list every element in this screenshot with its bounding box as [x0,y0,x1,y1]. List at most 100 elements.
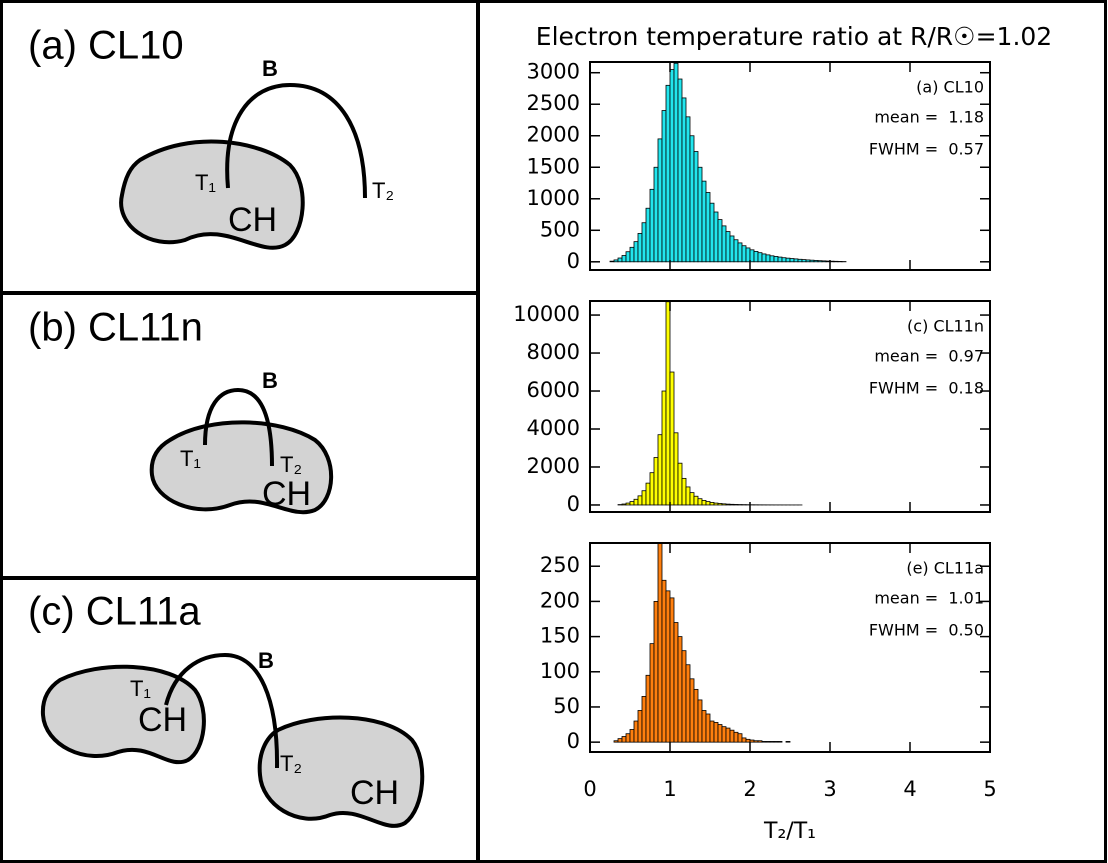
histogram-bar [701,710,707,743]
histogram-bar [709,720,715,743]
histogram-bar [657,138,663,263]
x-tick-label: 0 [583,777,596,801]
histogram-bar [821,260,827,263]
histogram-bar [633,241,639,263]
histogram-bar [801,259,807,263]
histogram-bar [717,219,723,263]
y-tick-label: 2000 [527,123,580,147]
y-tick-label: 2500 [527,91,580,115]
histogram-bar [649,472,655,506]
x-tick-label: 3 [823,777,836,801]
histogram-bar [621,736,627,743]
histogram-bar [673,432,679,506]
histogram-bar [609,260,615,263]
histogram-bar [769,741,775,743]
histogram-bar [621,503,627,506]
histogram-bar [657,542,663,743]
histogram-bar [813,260,819,263]
histogram-bar [697,166,703,263]
histogram-bar [789,258,795,263]
histogram-bar [681,650,687,743]
region-label: CH [138,701,187,739]
histogram-bar [785,257,791,263]
histogram-bar [705,192,711,263]
histogram-bar [769,255,775,263]
histogram-bar [781,257,787,263]
histogram-bar [757,252,763,263]
y-tick-label: 250 [540,553,580,577]
y-tick-label: 10000 [513,302,580,326]
histogram-bar [681,97,687,263]
panel-label: (a) CL10 [916,78,984,97]
histogram-bar [705,713,711,743]
histogram-bar [753,251,759,263]
histogram-bar [685,116,691,263]
x-tick-label: 4 [903,777,916,801]
histogram-bar [817,260,823,263]
histogram-bar [713,502,719,506]
y-tick-label: 0 [567,729,580,753]
histogram-bar [613,259,619,263]
histogram-bar [765,741,771,743]
x-tick-label: 5 [983,777,996,801]
y-tick-label: 8000 [527,340,580,364]
y-tick-label: 6000 [527,378,580,402]
histogram-bar [741,245,747,263]
histogram-bar [669,597,675,743]
histogram-bar [809,259,815,263]
histogram-bar [833,260,839,263]
mean-label: mean = 0.97 [874,347,984,366]
histogram-bar [653,457,659,506]
histogram-bar [629,246,635,263]
histogram-bar [713,211,719,263]
region-label: CH [350,774,399,812]
histogram-bar [713,722,719,743]
histogram-bar [641,490,647,506]
mean-label: mean = 1.01 [874,589,984,608]
coronal-hole [149,420,334,515]
y-tick-label: 500 [540,217,580,241]
histogram-bar [797,258,803,263]
histogram-bar [677,636,683,743]
histogram-bar [693,151,699,263]
histogram-bar [773,256,779,263]
histogram-bar [721,225,727,263]
histogram-bar [721,726,727,743]
histogram-bar [697,498,703,506]
histogram-bar [725,503,731,506]
histogram-bar [689,678,695,743]
panel-label: (c) CL11a [28,590,201,634]
y-tick-label: 3000 [527,60,580,84]
histogram-bar [745,738,751,743]
y-tick-label: 100 [540,659,580,683]
histogram-bar [709,502,715,506]
t1-label: T₁ [180,446,201,471]
histogram-bar [645,207,651,263]
field-line [203,387,274,467]
t2-label: T₂ [372,178,394,203]
histogram-bar [649,188,655,263]
histogram-bar [773,741,779,743]
histogram-bar [673,62,679,263]
histogram-bar [693,688,699,743]
histogram-bar [641,696,647,743]
histogram-bar [749,739,755,743]
histogram-bar [805,259,811,263]
histogram-bar [697,699,703,743]
histogram-bar [629,501,635,506]
histogram-bar [665,590,671,743]
y-tick-label: 0 [567,249,580,273]
histogram-bar [625,502,631,506]
fwhm-label: FWHM = 0.18 [869,379,984,398]
histogram-bar [661,390,667,506]
histogram-bar [777,256,783,263]
histogram-bar [709,202,715,263]
t1-label: T₁ [195,170,216,195]
histogram-bar [677,462,683,506]
histogram-bar [649,643,655,743]
histogram-bar [685,664,691,743]
histogram-bar [729,235,735,263]
y-tick-label: 1500 [527,154,580,178]
y-tick-label: 4000 [527,416,580,440]
